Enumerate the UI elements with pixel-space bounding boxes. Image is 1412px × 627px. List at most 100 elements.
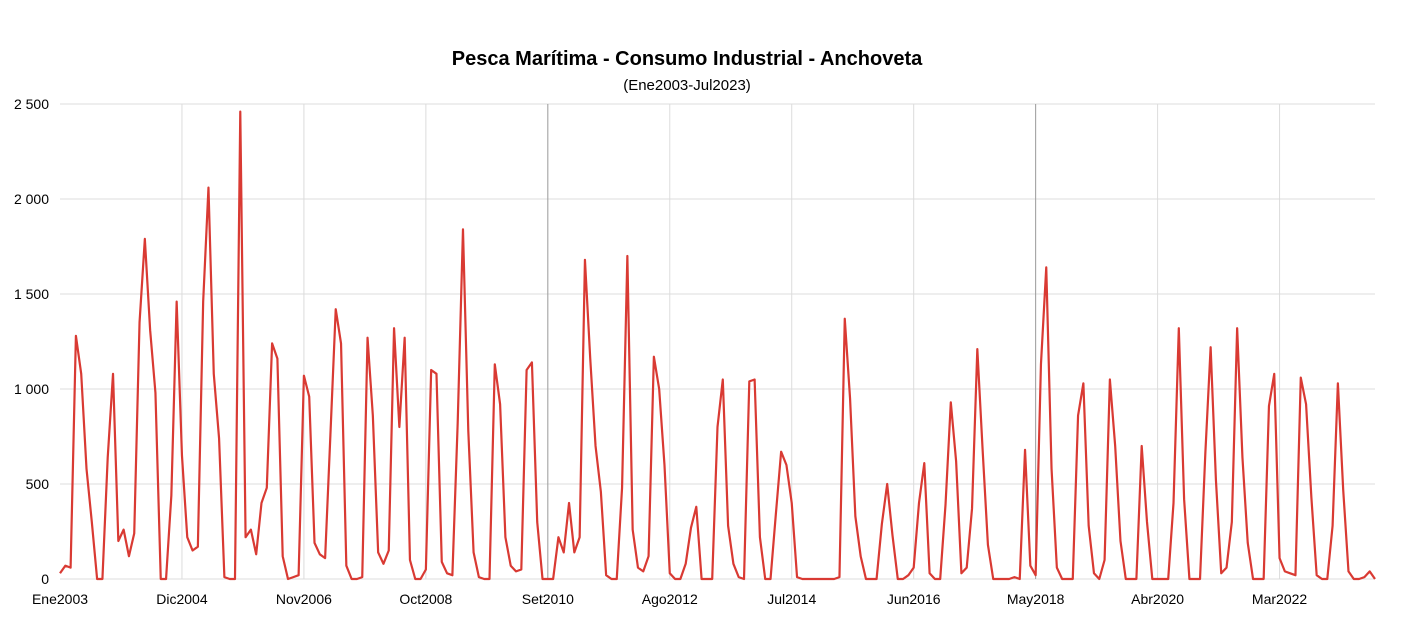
data-point: [716, 425, 720, 429]
data-point: [1140, 444, 1144, 448]
data-point: [429, 368, 433, 372]
data-point: [503, 535, 507, 539]
data-point: [1134, 577, 1138, 581]
data-point: [837, 575, 841, 579]
data-point: [769, 577, 773, 581]
data-point: [1103, 558, 1107, 562]
data-point: [652, 355, 656, 359]
data-point: [1283, 569, 1287, 573]
data-point: [196, 545, 200, 549]
data-point: [1039, 362, 1043, 366]
data-point: [445, 571, 449, 575]
data-point: [339, 341, 343, 345]
y-tick-label: 2 500: [14, 96, 49, 112]
data-point: [700, 577, 704, 581]
data-point: [1002, 577, 1006, 581]
data-point: [313, 541, 317, 545]
data-point: [355, 577, 359, 581]
data-point: [392, 326, 396, 330]
data-point: [1304, 402, 1308, 406]
data-point: [806, 577, 810, 581]
data-point: [360, 575, 364, 579]
data-point: [859, 554, 863, 558]
data-point: [1081, 381, 1085, 385]
x-tick-label: Set2010: [522, 591, 574, 607]
data-point: [1336, 381, 1340, 385]
data-point: [350, 577, 354, 581]
data-point: [1156, 577, 1160, 581]
data-point: [1368, 569, 1372, 573]
data-point: [747, 379, 751, 383]
data-point: [1076, 414, 1080, 418]
chart-subtitle: (Ene2003-Jul2023): [623, 77, 751, 94]
data-point: [201, 300, 205, 304]
x-tick-label: Mar2022: [1252, 591, 1307, 607]
data-point: [498, 402, 502, 406]
data-point: [1373, 577, 1377, 581]
data-point: [1214, 478, 1218, 482]
data-point: [1145, 520, 1149, 524]
y-tick-label: 0: [41, 571, 49, 587]
data-point: [212, 372, 216, 376]
data-point: [191, 549, 195, 553]
data-point: [1161, 577, 1165, 581]
data-point: [100, 577, 104, 581]
data-point: [206, 186, 210, 190]
data-point: [594, 444, 598, 448]
data-point: [419, 577, 423, 581]
data-point: [169, 493, 173, 497]
data-point: [954, 459, 958, 463]
data-point: [753, 378, 757, 382]
data-point: [869, 577, 873, 581]
data-point: [1267, 404, 1271, 408]
data-point: [79, 372, 83, 376]
data-point: [238, 110, 242, 114]
data-point: [1246, 541, 1250, 545]
data-point: [116, 539, 120, 543]
data-point: [620, 486, 624, 490]
data-point: [122, 528, 126, 532]
data-point: [938, 577, 942, 581]
data-point: [1166, 577, 1170, 581]
data-point: [853, 514, 857, 518]
data-point: [233, 577, 237, 581]
data-point: [997, 577, 1001, 581]
data-point: [1293, 573, 1297, 577]
data-point: [376, 550, 380, 554]
data-point: [880, 522, 884, 526]
data-point: [222, 575, 226, 579]
data-point: [1346, 569, 1350, 573]
data-point: [1320, 577, 1324, 581]
data-point: [1187, 577, 1191, 581]
data-point: [795, 575, 799, 579]
data-point: [1060, 577, 1064, 581]
data-point: [1124, 577, 1128, 581]
data-point: [111, 372, 115, 376]
data-point: [541, 577, 545, 581]
data-point: [625, 254, 629, 258]
data-point: [975, 347, 979, 351]
y-axis-ticks: 0 500 1 000 1 500 2 000 2 500: [14, 96, 49, 587]
y-tick-label: 2 000: [14, 191, 49, 207]
data-point: [790, 501, 794, 505]
data-point: [1309, 495, 1313, 499]
data-point: [615, 577, 619, 581]
data-point: [270, 341, 274, 345]
data-point: [965, 566, 969, 570]
data-point: [530, 360, 534, 364]
data-point: [922, 461, 926, 465]
data-point: [249, 528, 253, 532]
data-point: [1209, 345, 1213, 349]
data-point: [106, 455, 110, 459]
data-point: [1219, 571, 1223, 575]
data-point: [1050, 467, 1054, 471]
data-point: [127, 554, 131, 558]
chart-title: Pesca Marítima - Consumo Industrial - An…: [452, 48, 923, 70]
data-point: [556, 535, 560, 539]
data-point: [1299, 376, 1303, 380]
data-point: [1362, 575, 1366, 579]
data-point: [673, 577, 677, 581]
data-point: [509, 564, 513, 568]
data-point: [535, 520, 539, 524]
